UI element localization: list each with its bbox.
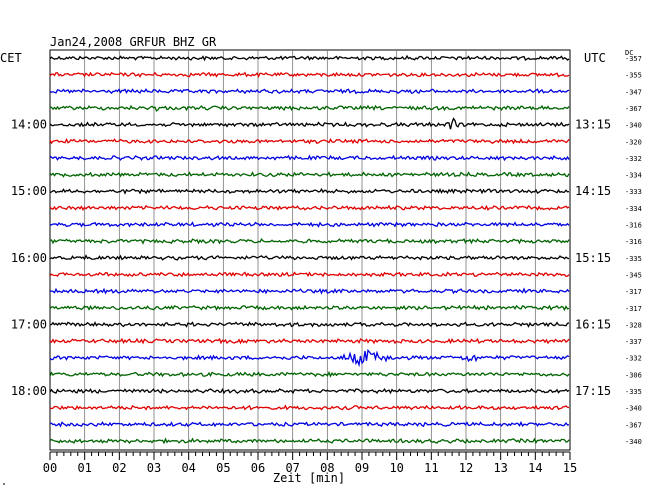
x-tick-label: 00 (43, 461, 57, 475)
x-tick-label: 03 (147, 461, 161, 475)
x-axis: 00 01 02 03 04 05 06 07 08 09 10 11 12 13 14 15 (43, 451, 577, 475)
dc-offset-value: -320 (625, 138, 642, 146)
seismic-trace (49, 370, 570, 378)
dc-offset-value: -340 (625, 438, 642, 446)
seismic-trace (49, 254, 570, 261)
x-tick-label: 13 (493, 461, 507, 475)
seismic-trace (49, 137, 570, 145)
dc-offset-value: -317 (625, 288, 642, 296)
utc-time-label: 13:15 (575, 118, 611, 132)
x-tick-label: 09 (355, 461, 369, 475)
x-tick-label: 11 (424, 461, 438, 475)
dc-offset-value: -335 (625, 255, 642, 263)
dc-offset-value: -332 (625, 155, 642, 163)
seismic-trace (49, 271, 570, 278)
x-axis-label: Zeit [min] (273, 471, 345, 485)
x-tick-label: 15 (563, 461, 577, 475)
x-tick-label: 05 (216, 461, 230, 475)
cet-time-label: 16:00 (11, 251, 47, 265)
x-tick-label: 06 (251, 461, 265, 475)
dc-offset-value: -328 (625, 321, 642, 329)
utc-time-label: 16:15 (575, 317, 611, 331)
dc-offset-value: -317 (625, 305, 642, 313)
dc-offset-value: -334 (625, 172, 642, 180)
seismic-trace (49, 221, 570, 228)
x-tick-label: 07 (285, 461, 299, 475)
seismic-trace (49, 420, 570, 428)
x-tick-label: 10 (389, 461, 403, 475)
seismic-trace (49, 337, 570, 345)
seismic-trace (49, 117, 570, 130)
dc-offset-header: DC (625, 49, 634, 57)
dc-offset-value: -333 (625, 188, 642, 196)
corner-mark: " (2, 482, 6, 490)
dc-offset-value: -355 (625, 72, 642, 80)
trace-group (49, 54, 570, 445)
cet-time-label: 18:00 (11, 384, 47, 398)
seismic-trace (49, 104, 570, 112)
seismic-trace (49, 238, 570, 245)
x-tick-label: 02 (112, 461, 126, 475)
dc-offset-value: -316 (625, 222, 642, 230)
dc-offset-value: -367 (625, 105, 642, 113)
seismic-trace (49, 204, 570, 212)
x-tick-label: 04 (181, 461, 195, 475)
seismic-trace (49, 171, 570, 178)
page-title: Jan24,2008 GRFUR BHZ GR (50, 35, 217, 49)
cet-time-label: 14:00 (11, 118, 47, 132)
dc-offset-value: -367 (625, 421, 642, 429)
utc-time-label: 14:15 (575, 184, 611, 198)
cet-time-label: 17:00 (11, 317, 47, 331)
seismic-trace (49, 71, 570, 78)
dc-offset-value: -306 (625, 371, 642, 379)
seismic-trace (49, 154, 570, 162)
utc-timezone-label: UTC (584, 51, 606, 65)
dc-offset-value: -357 (625, 55, 642, 63)
plot-frame (49, 49, 571, 451)
seismic-trace (49, 304, 570, 312)
dc-offset-value: -340 (625, 405, 642, 413)
seismic-trace (49, 404, 570, 411)
seismic-trace (49, 348, 570, 368)
dc-offset-value: -335 (625, 388, 642, 396)
dc-offset-value: -340 (625, 122, 642, 130)
x-tick-label: 08 (320, 461, 334, 475)
seismic-trace (49, 54, 570, 62)
cet-timezone-label: CET (0, 51, 22, 65)
seismic-trace (49, 387, 570, 395)
seismic-trace (49, 287, 570, 295)
dc-offset-value: -334 (625, 205, 642, 213)
seismic-trace (49, 187, 570, 195)
dc-offset-value: -332 (625, 355, 642, 363)
seismic-trace (49, 437, 570, 445)
seismic-trace (49, 321, 570, 328)
dc-offset-value: -347 (625, 88, 642, 96)
dc-offset-value: -345 (625, 271, 642, 279)
chart-grid (49, 49, 571, 451)
dc-offset-value: -337 (625, 338, 642, 346)
dc-offset-value: -316 (625, 238, 642, 246)
seismic-trace (49, 88, 570, 95)
utc-time-label: 17:15 (575, 384, 611, 398)
x-tick-label: 12 (459, 461, 473, 475)
x-tick-label: 14 (528, 461, 542, 475)
utc-time-label: 15:15 (575, 251, 611, 265)
cet-time-label: 15:00 (11, 184, 47, 198)
row-labels: 14:00 15:00 16:00 17:00 18:00 13:15 14:15 15:15… (11, 55, 642, 446)
x-tick-label: 01 (77, 461, 91, 475)
